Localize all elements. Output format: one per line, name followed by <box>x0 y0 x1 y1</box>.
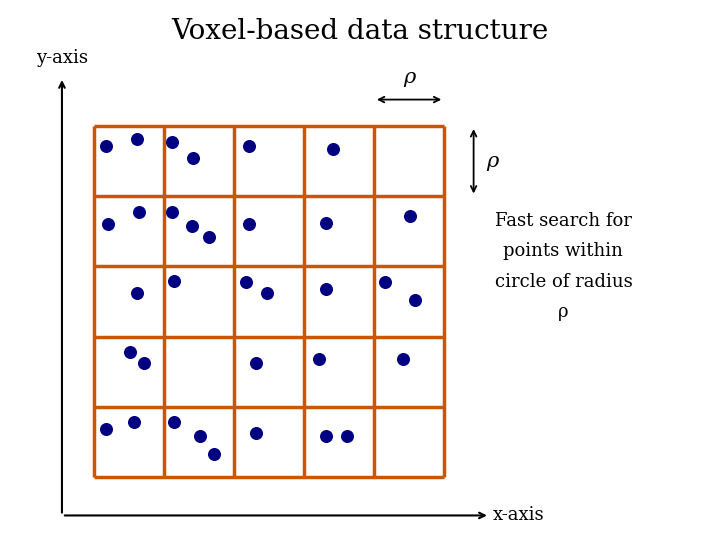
Text: Fast search for
points within
circle of radius
ρ: Fast search for points within circle of … <box>495 212 632 321</box>
Point <box>100 425 112 434</box>
Point <box>208 450 220 459</box>
Point <box>261 289 273 298</box>
Point <box>397 355 409 363</box>
Text: x-axis: x-axis <box>493 507 545 524</box>
Point <box>240 278 252 286</box>
Text: Voxel-based data structure: Voxel-based data structure <box>171 17 549 44</box>
Point <box>243 220 255 229</box>
Point <box>166 137 178 146</box>
Point <box>138 359 150 368</box>
Point <box>320 219 332 227</box>
Point <box>341 432 353 441</box>
Text: ρ: ρ <box>486 152 498 171</box>
Point <box>187 153 199 162</box>
Point <box>131 289 143 298</box>
Point <box>100 141 112 150</box>
Point <box>194 432 206 441</box>
Point <box>409 296 420 305</box>
Point <box>251 429 262 438</box>
Point <box>133 207 145 216</box>
Text: ρ: ρ <box>403 68 415 87</box>
Text: y-axis: y-axis <box>36 49 88 66</box>
Point <box>314 355 325 363</box>
Point <box>379 278 390 286</box>
Point <box>204 233 215 241</box>
Point <box>320 285 332 293</box>
Point <box>166 207 178 216</box>
Point <box>131 134 143 143</box>
Point <box>243 141 255 150</box>
Point <box>125 348 136 356</box>
Point <box>186 221 197 230</box>
Point <box>328 144 339 153</box>
Point <box>102 220 113 229</box>
Point <box>251 359 262 368</box>
Point <box>168 418 180 427</box>
Point <box>320 432 332 441</box>
Point <box>405 212 416 220</box>
Point <box>168 276 180 285</box>
Point <box>128 418 140 427</box>
